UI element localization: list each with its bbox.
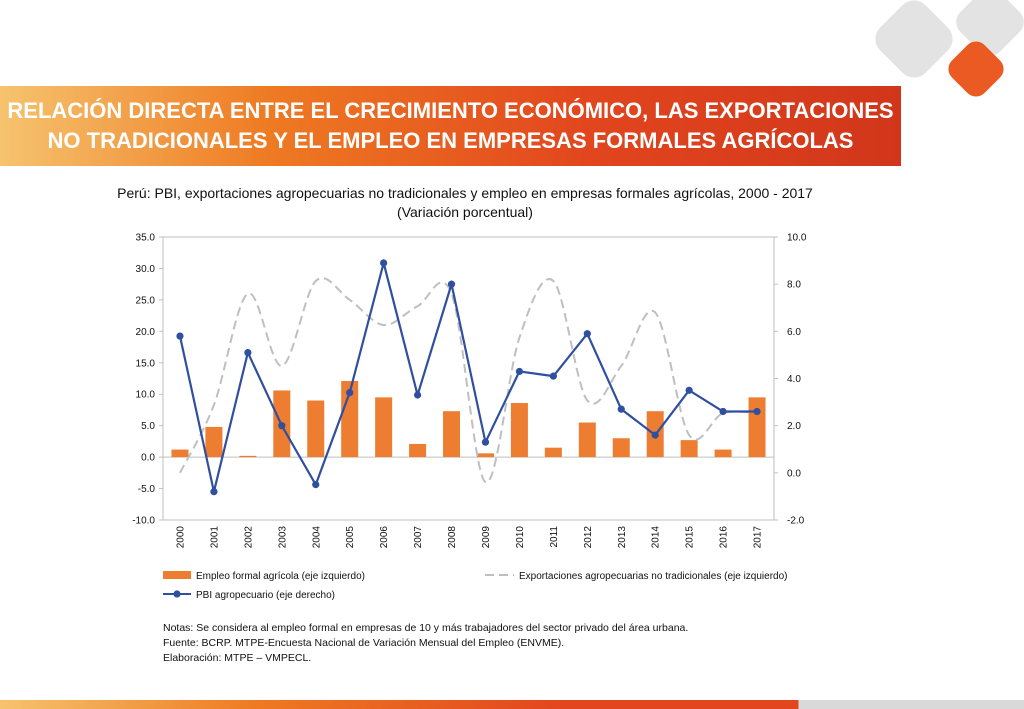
bar (443, 411, 461, 458)
x-tick-label: 2001 (209, 526, 220, 549)
bar (544, 447, 562, 458)
x-tick-label: 2016 (719, 526, 730, 549)
bar (714, 449, 732, 458)
pbi-point (413, 391, 422, 399)
chart: 35.0 30.0 25.0 20.0 15.0 10.0 5.0 0.0 -5.0 -10.0 1… (132, 233, 807, 602)
legend-marker-pbi (173, 590, 181, 598)
pbi-point (380, 259, 388, 267)
pbi-point (312, 481, 320, 489)
bar (748, 397, 766, 458)
title-banner (0, 86, 901, 166)
legend-label-pbi: PBI agropecuario (eje derecho) (196, 590, 335, 601)
bar (680, 440, 698, 458)
chart-title-block: Perú: PBI, exportaciones agropecuarias n… (0, 184, 930, 222)
note-line-1: Notas: Se considera al empleo formal en … (163, 622, 689, 634)
pbi-point (481, 438, 490, 446)
y-left-tick-label: 5.0 (141, 421, 155, 432)
x-tick-label: 2013 (617, 526, 628, 549)
slide-title: RELACIÓN DIRECTA ENTRE EL CRECIMIENTO EC… (0, 96, 901, 156)
footer-stripe (0, 700, 1024, 709)
pbi-point (515, 367, 524, 376)
note-line-2: Fuente: BCRP. MTPE-Encuesta Nacional de … (163, 637, 565, 649)
x-tick-label: 2000 (175, 526, 186, 549)
y-left-tick-label: 15.0 (136, 358, 156, 369)
x-tick-label: 2012 (583, 526, 594, 549)
y-left-tick-label: 25.0 (136, 295, 156, 306)
y-right-tick-label: 4.0 (787, 374, 801, 385)
y-left-tick-label: 0.0 (141, 453, 155, 464)
pbi-point (651, 431, 659, 439)
x-tick-label: 2017 (753, 526, 764, 549)
y-left-tick-label: 35.0 (136, 233, 156, 244)
chart-title: Perú: PBI, exportaciones agropecuarias n… (117, 185, 813, 201)
y-right-tick-label: 8.0 (787, 280, 801, 291)
legend-label-empleo: Empleo formal agrícola (eje izquierdo) (196, 571, 365, 582)
pbi-point (685, 386, 693, 394)
bar (578, 422, 596, 458)
bar (375, 397, 393, 458)
x-tick-label: 2009 (481, 526, 492, 549)
pbi-point (617, 405, 625, 413)
x-tick-label: 2003 (277, 526, 288, 549)
pbi-point (278, 422, 286, 430)
y-right-tick-label: 10.0 (787, 233, 807, 244)
pbi-point (346, 389, 354, 397)
x-tick-label: 2015 (685, 526, 696, 549)
x-tick-label: 2008 (447, 526, 458, 549)
y-left-tick-label: 20.0 (136, 327, 156, 338)
pbi-point (719, 407, 727, 416)
note-line-3: Elaboración: MTPE – VMPECL. (163, 652, 312, 664)
bar (409, 443, 427, 458)
bar (171, 449, 189, 458)
slide-title-line1: RELACIÓN DIRECTA ENTRE EL CRECIMIENTO EC… (7, 98, 894, 123)
y-right-tick-label: 6.0 (787, 327, 801, 338)
pbi-point (176, 332, 184, 340)
y-right-tick-label: 0.0 (787, 468, 801, 479)
x-tick-label: 2006 (379, 526, 390, 549)
y-right-tick-label: 2.0 (787, 421, 801, 432)
slide-title-line2: NO TRADICIONALES Y EL EMPLEO EN EMPRESAS… (47, 128, 854, 153)
bar (476, 453, 494, 458)
pbi-point (244, 348, 252, 357)
x-tick-label: 2007 (413, 526, 424, 549)
bar (239, 455, 257, 458)
pbi-point (753, 407, 761, 416)
pbi-point (549, 372, 557, 380)
x-tick-label: 2004 (311, 526, 322, 549)
legend-swatch-empleo (163, 571, 191, 579)
legend-label-exportaciones: Exportaciones agropecuarias no tradicion… (519, 571, 788, 582)
logo-grey-diamond-right (956, 0, 1024, 56)
x-tick-label: 2011 (549, 526, 560, 548)
x-tick-label: 2002 (243, 526, 254, 549)
plot-area (162, 236, 775, 521)
bar (205, 426, 223, 458)
y-left-tick-label: -5.0 (138, 484, 156, 495)
logo-grey-diamond-left (875, 0, 953, 78)
logo-orange-diamond (948, 41, 1004, 97)
bar (341, 381, 359, 458)
y-left-tick-label: -10.0 (132, 516, 155, 527)
x-tick-label: 2005 (345, 526, 356, 549)
y-left-tick-label: 10.0 (136, 390, 156, 401)
bar (612, 438, 630, 458)
chart-subtitle: (Variación porcentual) (397, 204, 533, 220)
series-line-exportaciones (179, 277, 758, 484)
brand-logo (875, 0, 1024, 97)
pbi-point (583, 330, 591, 338)
y-left-tick-label: 30.0 (136, 264, 156, 275)
chart-notes: Notas: Se considera al empleo formal en … (163, 621, 688, 666)
pbi-point (447, 280, 456, 288)
x-tick-label: 2014 (651, 526, 662, 549)
bar (307, 400, 325, 458)
series-line-pbi (178, 258, 758, 492)
y-right-tick-label: -2.0 (787, 516, 805, 527)
x-tick-label: 2010 (515, 526, 526, 549)
bar (510, 403, 528, 458)
pbi-point (210, 488, 218, 496)
